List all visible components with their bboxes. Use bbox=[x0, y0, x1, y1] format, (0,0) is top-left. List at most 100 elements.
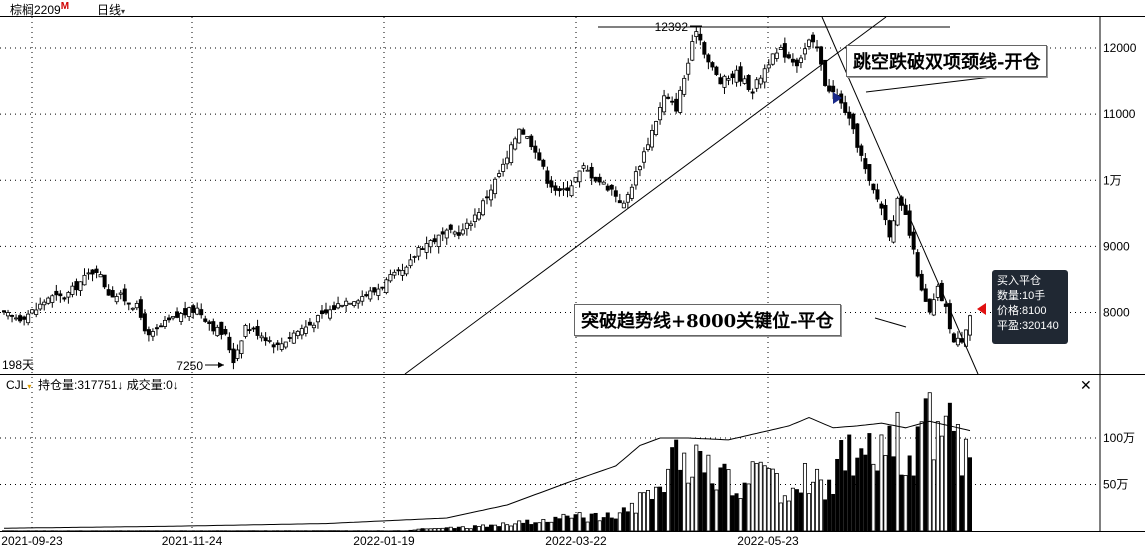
candle-body bbox=[561, 188, 566, 191]
volume-bar bbox=[650, 498, 655, 532]
candle-body bbox=[484, 196, 489, 199]
volume-bar bbox=[859, 448, 864, 532]
candle-body bbox=[183, 308, 188, 316]
candle-body bbox=[633, 171, 638, 186]
volume-bar bbox=[686, 482, 691, 532]
candle-body bbox=[243, 325, 248, 337]
volume-bar bbox=[798, 492, 803, 532]
volume-bar bbox=[670, 447, 675, 532]
volume-bar bbox=[802, 463, 807, 532]
x-tick-label: 2021-09-23 bbox=[1, 534, 63, 548]
candle-body bbox=[545, 170, 550, 184]
candle-body bbox=[698, 33, 703, 41]
candle-body bbox=[509, 144, 514, 164]
candle-body bbox=[400, 270, 405, 276]
chart-header: 棕榈2209M 日线▾ bbox=[0, 0, 1145, 17]
candle-body bbox=[34, 309, 39, 315]
callout-pointer bbox=[865, 75, 1001, 93]
x-tick-label: 2022-05-23 bbox=[737, 534, 799, 548]
volume-bar bbox=[786, 500, 791, 532]
candle-body bbox=[476, 212, 481, 220]
indicator-selector[interactable]: CJL▾ bbox=[6, 378, 35, 392]
volume-tick-label: 50万 bbox=[1103, 478, 1128, 492]
candle-body bbox=[774, 52, 779, 59]
candle-body bbox=[138, 299, 143, 318]
volume-bar bbox=[489, 524, 494, 532]
chevron-down-icon: ▾ bbox=[27, 382, 32, 391]
candle-body bbox=[831, 85, 836, 93]
candle-body bbox=[279, 343, 284, 350]
volume-bar bbox=[625, 511, 630, 532]
candle-body bbox=[493, 178, 498, 195]
candle-body bbox=[529, 135, 534, 148]
volume-bar bbox=[758, 461, 763, 532]
volume-bar bbox=[807, 493, 812, 532]
candle-body bbox=[336, 303, 341, 309]
candle-body bbox=[348, 302, 353, 305]
volume-bar bbox=[778, 502, 783, 532]
symbol-selector[interactable]: 棕榈2209M bbox=[10, 1, 69, 18]
candle-body bbox=[42, 301, 47, 306]
candle-body bbox=[440, 231, 445, 235]
volume-bar bbox=[581, 517, 586, 532]
volume-bar bbox=[819, 479, 824, 532]
candle-body bbox=[106, 289, 111, 296]
volume-bar bbox=[847, 434, 852, 532]
candle-body bbox=[847, 111, 852, 119]
candle-body bbox=[565, 187, 570, 191]
trade-tooltip: 买入平仓 数量:10手 价格:8100 平盈:320140 bbox=[992, 270, 1068, 344]
volume-bar bbox=[464, 528, 469, 532]
candle-body bbox=[859, 145, 864, 156]
candle-body bbox=[754, 79, 759, 89]
candle-body bbox=[46, 297, 51, 304]
candle-body bbox=[162, 319, 167, 327]
volume-bar bbox=[658, 486, 663, 532]
y-tick-label: 9000 bbox=[1103, 239, 1130, 253]
candle-body bbox=[726, 78, 731, 81]
candle-body bbox=[456, 232, 461, 236]
candle-body bbox=[790, 58, 795, 63]
volume-bar bbox=[831, 493, 836, 532]
candle-body bbox=[613, 190, 618, 197]
volume-bar bbox=[726, 469, 731, 532]
volume-bar bbox=[662, 492, 667, 532]
volume-bar bbox=[557, 518, 562, 532]
candle-body bbox=[968, 315, 973, 336]
uptrend-line bbox=[404, 16, 887, 375]
volume-bar bbox=[436, 528, 441, 532]
candle-body bbox=[311, 324, 316, 329]
candle-body bbox=[786, 54, 791, 59]
volume-bar bbox=[476, 526, 481, 532]
candle-body bbox=[203, 318, 208, 322]
volume-bar bbox=[923, 398, 928, 532]
candle-body bbox=[770, 53, 775, 65]
candle-body bbox=[819, 46, 824, 65]
candle-body bbox=[674, 98, 679, 112]
volume-bar bbox=[851, 475, 856, 532]
candle-body bbox=[74, 281, 79, 291]
candle-body bbox=[295, 330, 300, 337]
candle-body bbox=[823, 59, 828, 86]
volume-bar bbox=[501, 522, 506, 532]
volume-bar bbox=[879, 434, 884, 532]
callout-pointer bbox=[874, 317, 907, 328]
volume-bar bbox=[484, 526, 489, 532]
candle-body bbox=[887, 220, 892, 238]
volume-bar bbox=[480, 524, 485, 532]
period-selector[interactable]: 日线▾ bbox=[97, 1, 125, 18]
volume-bar bbox=[513, 523, 518, 532]
volume-bar bbox=[565, 515, 570, 532]
candle-body bbox=[581, 165, 586, 169]
candle-body bbox=[118, 292, 123, 295]
chevron-down-icon: ▾ bbox=[121, 7, 126, 16]
candle-body bbox=[416, 247, 421, 257]
volume-bar bbox=[698, 450, 703, 532]
candle-body bbox=[658, 107, 663, 121]
candle-body bbox=[396, 269, 401, 272]
volume-bar bbox=[955, 424, 960, 532]
close-icon[interactable]: ✕ bbox=[1080, 377, 1092, 393]
candle-body bbox=[70, 285, 75, 295]
volume-bar bbox=[907, 455, 912, 532]
candle-body bbox=[267, 340, 272, 342]
candle-body bbox=[625, 194, 630, 203]
